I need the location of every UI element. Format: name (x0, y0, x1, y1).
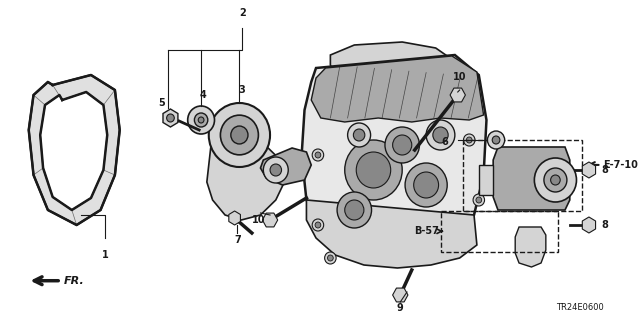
Polygon shape (307, 200, 477, 268)
Text: 6: 6 (442, 137, 448, 147)
Circle shape (198, 117, 204, 123)
Circle shape (534, 158, 577, 202)
Circle shape (488, 131, 505, 149)
Text: TR24E0600: TR24E0600 (556, 303, 604, 312)
Polygon shape (330, 42, 450, 88)
Text: 5: 5 (158, 98, 164, 108)
Polygon shape (207, 140, 285, 220)
Text: 10: 10 (453, 72, 467, 82)
Polygon shape (582, 162, 596, 178)
Circle shape (315, 222, 321, 228)
Polygon shape (260, 148, 311, 185)
Circle shape (467, 137, 472, 143)
Text: 8: 8 (602, 165, 608, 175)
Text: 9: 9 (397, 303, 404, 313)
Bar (463, 140, 582, 211)
Polygon shape (450, 88, 465, 102)
Circle shape (188, 106, 214, 134)
Polygon shape (229, 211, 241, 225)
Circle shape (345, 200, 364, 220)
Polygon shape (29, 75, 120, 225)
Text: 4: 4 (200, 90, 206, 100)
Circle shape (463, 134, 475, 146)
Circle shape (231, 126, 248, 144)
Text: 2: 2 (239, 8, 246, 18)
Circle shape (405, 163, 447, 207)
Circle shape (263, 157, 288, 183)
Circle shape (220, 115, 259, 155)
Circle shape (492, 136, 500, 144)
Polygon shape (515, 227, 546, 267)
Text: 8: 8 (602, 220, 608, 230)
Circle shape (544, 168, 567, 192)
Polygon shape (311, 56, 484, 122)
Circle shape (166, 114, 174, 122)
Circle shape (433, 127, 448, 143)
Circle shape (324, 252, 336, 264)
Circle shape (337, 192, 372, 228)
Circle shape (345, 140, 402, 200)
Polygon shape (301, 55, 486, 262)
Circle shape (473, 194, 484, 206)
Circle shape (312, 149, 324, 161)
Circle shape (385, 127, 419, 163)
Text: FR.: FR. (64, 276, 84, 286)
Circle shape (364, 160, 383, 180)
Circle shape (195, 113, 208, 127)
Circle shape (353, 129, 365, 141)
Circle shape (348, 123, 371, 147)
Circle shape (356, 152, 390, 188)
Bar (441, 211, 557, 252)
Circle shape (328, 255, 333, 261)
Polygon shape (163, 109, 178, 127)
Polygon shape (392, 288, 408, 302)
Text: 7: 7 (234, 235, 241, 245)
Circle shape (419, 178, 433, 192)
Circle shape (476, 197, 482, 203)
Text: E-7-10: E-7-10 (604, 160, 638, 170)
Polygon shape (493, 147, 570, 210)
Text: B-57: B-57 (415, 226, 439, 236)
Circle shape (426, 120, 455, 150)
Circle shape (392, 135, 412, 155)
Circle shape (312, 219, 324, 231)
Circle shape (209, 103, 270, 167)
Text: 3: 3 (238, 85, 244, 95)
Text: 1: 1 (102, 250, 109, 260)
Polygon shape (479, 165, 493, 195)
Polygon shape (40, 92, 108, 210)
Circle shape (550, 175, 560, 185)
Circle shape (270, 164, 282, 176)
Text: 10: 10 (252, 215, 266, 225)
Polygon shape (262, 213, 278, 227)
Circle shape (413, 172, 438, 198)
Polygon shape (582, 217, 596, 233)
Circle shape (315, 152, 321, 158)
